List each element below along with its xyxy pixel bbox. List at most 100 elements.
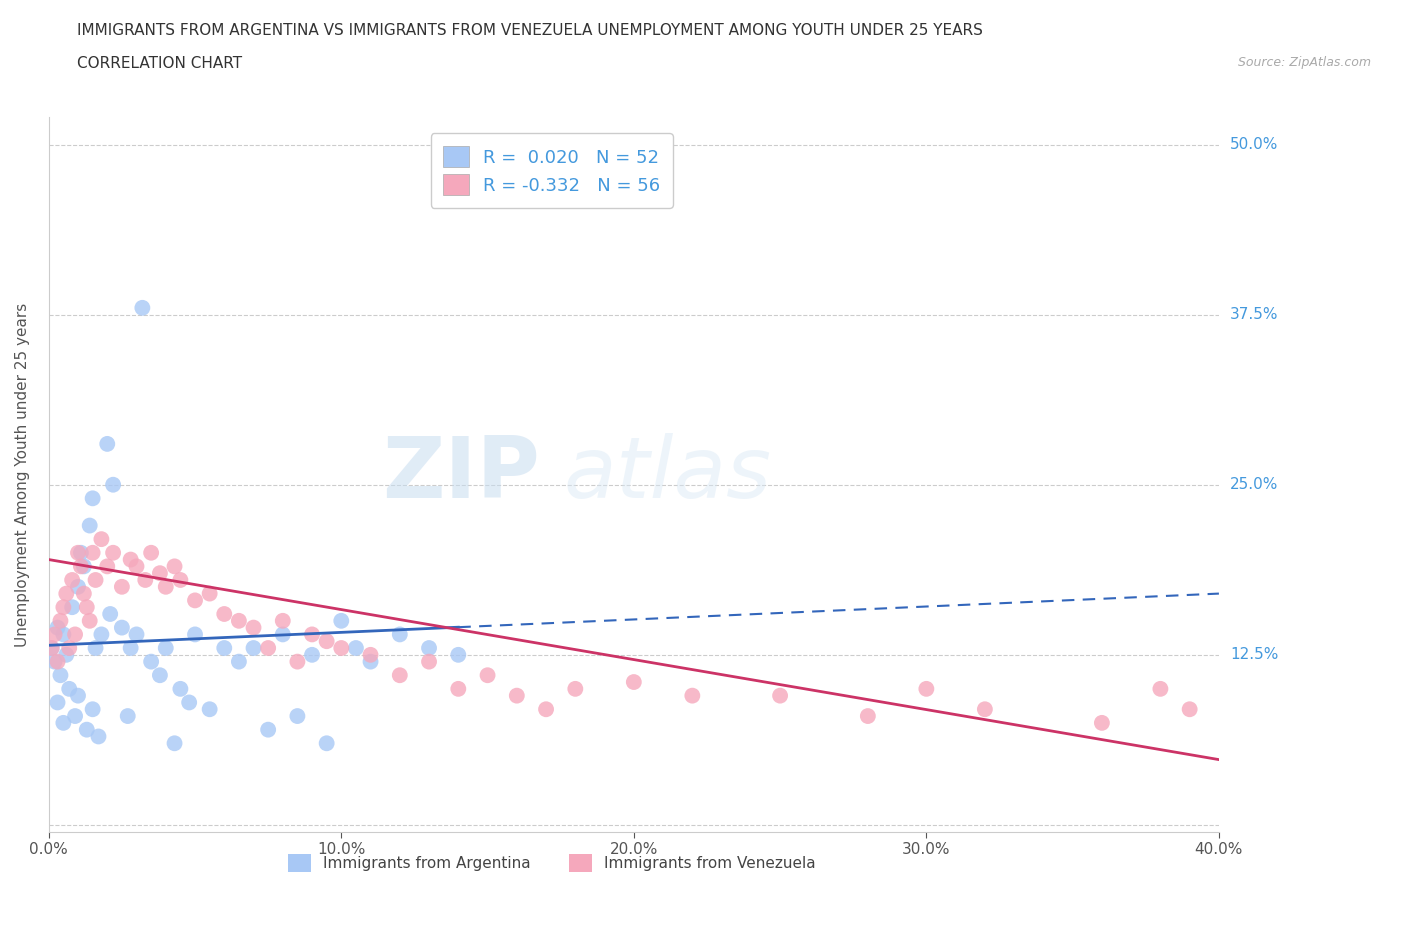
Point — [139, 545, 162, 560]
Point — [66, 688, 89, 703]
Point — [163, 559, 186, 574]
Text: 50.0%: 50.0% — [1230, 137, 1278, 152]
Point — [101, 477, 124, 492]
Point — [184, 627, 207, 642]
Point — [111, 579, 134, 594]
Point — [58, 641, 80, 656]
Point — [301, 647, 323, 662]
Point — [242, 620, 264, 635]
Point — [418, 641, 440, 656]
Point — [315, 736, 337, 751]
Point — [117, 709, 139, 724]
Point — [73, 586, 96, 601]
Point — [120, 552, 142, 567]
Point — [214, 606, 236, 621]
Point — [155, 641, 177, 656]
Point — [63, 709, 86, 724]
Point — [179, 695, 201, 710]
Point — [52, 715, 75, 730]
Point — [52, 627, 75, 642]
Point — [125, 627, 148, 642]
Point — [388, 627, 411, 642]
Point — [73, 559, 96, 574]
Point — [564, 682, 586, 697]
Point — [315, 633, 337, 648]
Point — [198, 702, 221, 717]
Point — [271, 614, 294, 629]
Point — [46, 654, 69, 669]
Point — [111, 620, 134, 635]
Text: CORRELATION CHART: CORRELATION CHART — [77, 56, 242, 71]
Point — [131, 300, 153, 315]
Point — [228, 654, 250, 669]
Point — [447, 647, 470, 662]
Point — [70, 559, 93, 574]
Point — [915, 682, 938, 697]
Point — [769, 688, 792, 703]
Point — [149, 565, 172, 580]
Point — [149, 668, 172, 683]
Point — [155, 579, 177, 594]
Point — [96, 559, 118, 574]
Point — [287, 709, 309, 724]
Point — [418, 654, 440, 669]
Text: 37.5%: 37.5% — [1230, 307, 1278, 322]
Point — [90, 627, 112, 642]
Point — [623, 674, 645, 689]
Point — [1178, 702, 1201, 717]
Point — [41, 641, 63, 656]
Y-axis label: Unemployment Among Youth under 25 years: Unemployment Among Youth under 25 years — [15, 302, 30, 646]
Text: 12.5%: 12.5% — [1230, 647, 1278, 662]
Point — [506, 688, 529, 703]
Point — [101, 545, 124, 560]
Point — [60, 600, 83, 615]
Point — [856, 709, 879, 724]
Point — [70, 545, 93, 560]
Point — [330, 614, 353, 629]
Point — [82, 702, 104, 717]
Point — [76, 600, 98, 615]
Point — [242, 641, 264, 656]
Point — [344, 641, 367, 656]
Point — [257, 641, 280, 656]
Point — [55, 647, 77, 662]
Point — [447, 682, 470, 697]
Point — [76, 723, 98, 737]
Point — [301, 627, 323, 642]
Point — [169, 573, 191, 588]
Text: 25.0%: 25.0% — [1230, 477, 1278, 492]
Point — [82, 491, 104, 506]
Point — [46, 620, 69, 635]
Point — [58, 682, 80, 697]
Point — [55, 586, 77, 601]
Point — [198, 586, 221, 601]
Point — [163, 736, 186, 751]
Point — [477, 668, 499, 683]
Point — [52, 600, 75, 615]
Point — [134, 573, 156, 588]
Text: IMMIGRANTS FROM ARGENTINA VS IMMIGRANTS FROM VENEZUELA UNEMPLOYMENT AMONG YOUTH : IMMIGRANTS FROM ARGENTINA VS IMMIGRANTS … — [77, 23, 983, 38]
Point — [184, 593, 207, 608]
Point — [287, 654, 309, 669]
Point — [82, 545, 104, 560]
Point — [214, 641, 236, 656]
Point — [271, 627, 294, 642]
Point — [63, 627, 86, 642]
Point — [66, 579, 89, 594]
Point — [79, 518, 101, 533]
Point — [87, 729, 110, 744]
Point — [90, 532, 112, 547]
Point — [84, 573, 107, 588]
Point — [84, 641, 107, 656]
Point — [44, 654, 66, 669]
Point — [125, 559, 148, 574]
Point — [228, 614, 250, 629]
Point — [360, 654, 382, 669]
Point — [79, 614, 101, 629]
Point — [681, 688, 703, 703]
Point — [66, 545, 89, 560]
Text: atlas: atlas — [564, 433, 772, 516]
Point — [41, 641, 63, 656]
Text: ZIP: ZIP — [382, 433, 540, 516]
Point — [973, 702, 995, 717]
